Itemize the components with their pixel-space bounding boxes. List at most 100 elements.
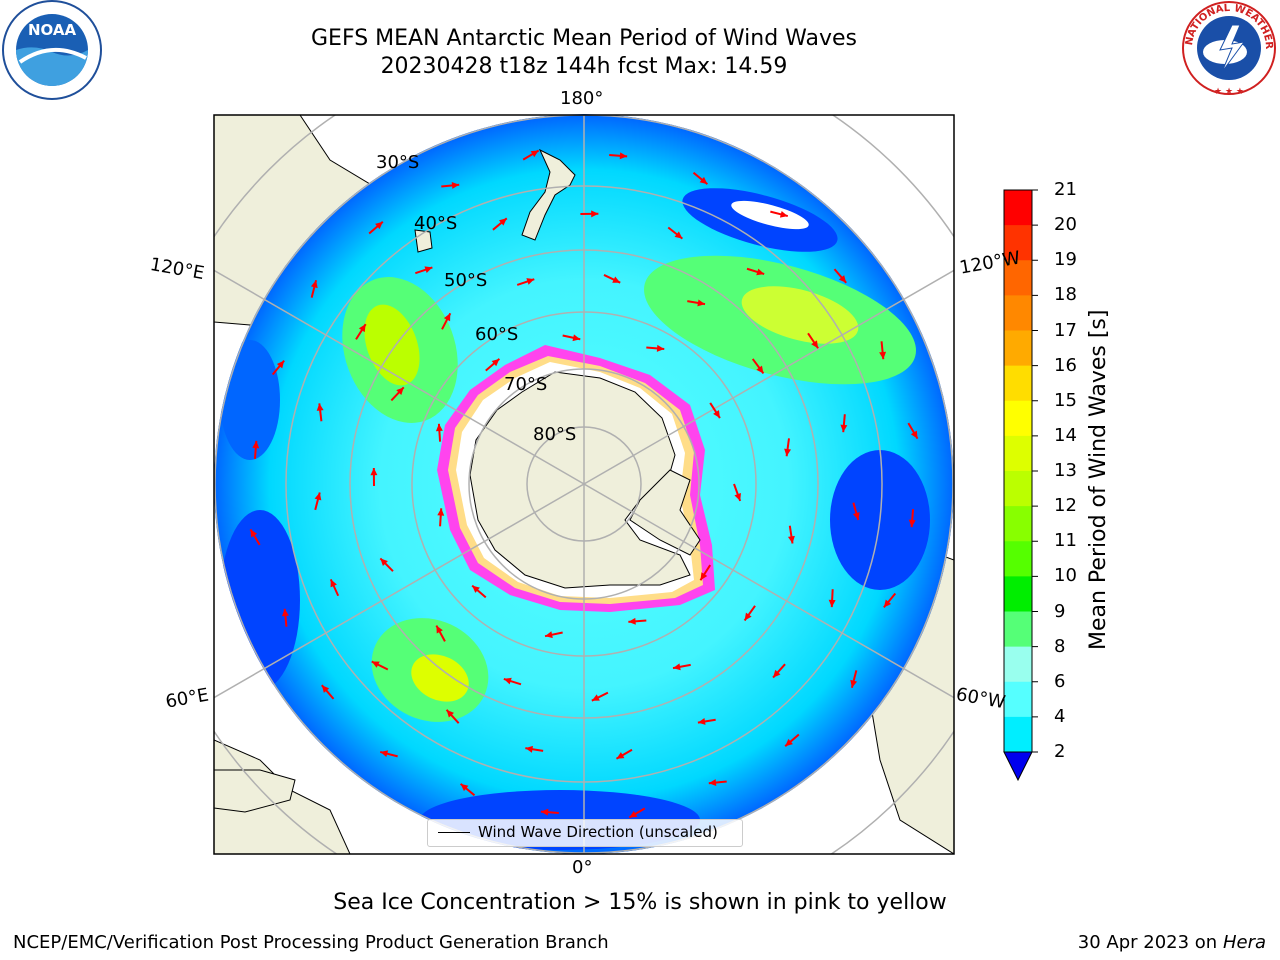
wave-direction-arrow bbox=[415, 266, 433, 275]
colorbar-band bbox=[1004, 225, 1032, 261]
wave-direction-arrow bbox=[471, 584, 487, 599]
colorbar-band bbox=[1004, 365, 1032, 402]
colorbar-tick-label: 9 bbox=[1054, 600, 1066, 622]
wave-direction-arrow bbox=[485, 358, 501, 372]
colorbar-tick-label: 13 bbox=[1054, 460, 1077, 481]
antarctic-peninsula bbox=[629, 469, 701, 556]
colorbar-tick-label: 19 bbox=[1054, 249, 1077, 271]
meridian-line bbox=[214, 483, 585, 699]
meridian-line bbox=[583, 483, 954, 699]
legend-label: Wind Wave Direction (unscaled) bbox=[478, 823, 718, 841]
colorbar-band bbox=[1004, 435, 1032, 472]
nws-logo: NATIONAL WEATHER SERVICE ★ ★ ★ bbox=[0, 0, 1276, 97]
wave-direction-arrow bbox=[379, 750, 398, 758]
colorbar-tick-label: 21 bbox=[1054, 179, 1077, 200]
wave-direction-arrow bbox=[646, 344, 665, 352]
wave-direction-arrow bbox=[784, 733, 800, 747]
footer-date: 30 Apr 2023 on Hera bbox=[1078, 932, 1266, 953]
wave-direction-arrow bbox=[840, 414, 848, 433]
footer-date-text: 30 Apr 2023 on bbox=[1077, 932, 1223, 953]
wave-direction-arrow bbox=[437, 508, 445, 527]
svg-text:★ ★ ★: ★ ★ ★ bbox=[1214, 87, 1244, 97]
wave-direction-arrow bbox=[907, 422, 919, 440]
wave-direction-arrow bbox=[667, 226, 684, 240]
colorbar-band bbox=[1004, 611, 1032, 648]
wave-direction-arrow bbox=[459, 783, 476, 797]
wave-direction-arrow bbox=[807, 332, 819, 349]
wave-direction-arrow bbox=[441, 181, 460, 189]
noaa-logo: NOAA bbox=[2, 0, 102, 100]
colorbar-tick-label: 17 bbox=[1054, 319, 1077, 341]
wave-direction-arrow bbox=[503, 677, 522, 686]
wave-direction-arrow bbox=[525, 745, 544, 753]
lat-label-40s: 40°S bbox=[414, 213, 458, 234]
wave-direction-arrow bbox=[329, 578, 340, 597]
wave-direction-arrow bbox=[316, 403, 324, 422]
wave-direction-arrow bbox=[628, 807, 646, 819]
wave-direction-arrow bbox=[435, 625, 446, 642]
wave-direction-arrow bbox=[628, 617, 647, 625]
wave-direction-arrow bbox=[609, 152, 628, 160]
wave-direction-arrow bbox=[883, 592, 897, 609]
wave-direction-arrow bbox=[321, 684, 335, 700]
wave-direction-arrow bbox=[355, 323, 367, 340]
wave-direction-arrow bbox=[252, 440, 260, 459]
wave-direction-arrow bbox=[615, 748, 633, 760]
graticule bbox=[214, 115, 954, 854]
wave-direction-arrow bbox=[743, 605, 756, 622]
wave-direction-arrow bbox=[828, 589, 836, 608]
colorbar-band bbox=[1004, 400, 1032, 437]
wave-direction-arrow bbox=[879, 341, 887, 360]
colorbar-band bbox=[1004, 506, 1032, 542]
wave-direction-arrow bbox=[390, 386, 405, 402]
wave-direction-arrow bbox=[751, 358, 765, 375]
wave-direction-arrow bbox=[379, 557, 394, 572]
colorbar-band bbox=[1004, 716, 1032, 753]
colorbar-extend-triangle bbox=[1003, 751, 1033, 782]
wave-direction-arrow bbox=[746, 267, 765, 276]
colorbar-tick-label: 18 bbox=[1054, 284, 1077, 306]
wave-patch-atlantic-core bbox=[411, 654, 469, 702]
wave-direction-arrow bbox=[368, 221, 384, 235]
wave-direction-arrow bbox=[516, 278, 535, 286]
map-frame bbox=[213, 114, 955, 855]
colorbar-band bbox=[1004, 260, 1032, 296]
wave-direction-arrow bbox=[492, 217, 508, 231]
colorbar-tick-label: 14 bbox=[1054, 424, 1077, 446]
lat-label-70s: 70°S bbox=[504, 374, 548, 395]
colorbar-tick-label: 10 bbox=[1054, 565, 1077, 587]
wave-direction-arrow bbox=[544, 631, 563, 639]
colorbar-tick-label: 12 bbox=[1054, 495, 1077, 517]
nws-logo-ring-text: NATIONAL WEATHER SERVICE bbox=[0, 0, 1274, 50]
colorbar-tick-label: 11 bbox=[1054, 530, 1077, 552]
lon-label-0: 0° bbox=[572, 857, 593, 878]
wave-direction-arrow bbox=[540, 808, 559, 816]
lat-label-60s: 60°S bbox=[475, 324, 519, 345]
wave-direction-arrow bbox=[850, 670, 858, 689]
colorbar-band bbox=[1004, 576, 1032, 612]
map-title: GEFS MEAN Antarctic Mean Period of Wind … bbox=[311, 26, 857, 51]
wave-direction-arrow bbox=[770, 210, 789, 218]
wave-direction-arrow bbox=[709, 402, 721, 419]
colorbar-band bbox=[1004, 330, 1032, 367]
map-subtitle-date: 20230428 t18z 144h fcst Max: 14.59 bbox=[380, 54, 788, 79]
colorbar-tick-label: 6 bbox=[1054, 670, 1066, 692]
wave-direction-arrow bbox=[591, 691, 609, 702]
wave-direction-arrow bbox=[281, 608, 289, 627]
wave-direction-arrow bbox=[708, 779, 727, 787]
madagascar-land bbox=[214, 769, 296, 813]
wave-direction-arrow bbox=[784, 438, 792, 457]
colorbar-tick-label: 20 bbox=[1054, 214, 1077, 236]
colorbar-band bbox=[1004, 541, 1032, 577]
wave-direction-arrow bbox=[522, 149, 540, 161]
wave-direction-arrow bbox=[908, 509, 916, 528]
wave-direction-arrow bbox=[371, 660, 389, 671]
wind-wave-arrows bbox=[249, 149, 919, 819]
wave-direction-arrow bbox=[733, 483, 742, 502]
wave-direction-arrow bbox=[699, 564, 712, 581]
noaa-logo-text: NOAA bbox=[28, 21, 77, 39]
wave-direction-arrow bbox=[441, 312, 452, 330]
colorbar-tick-label: 2 bbox=[1054, 741, 1066, 762]
colorbar-band bbox=[1004, 471, 1032, 507]
